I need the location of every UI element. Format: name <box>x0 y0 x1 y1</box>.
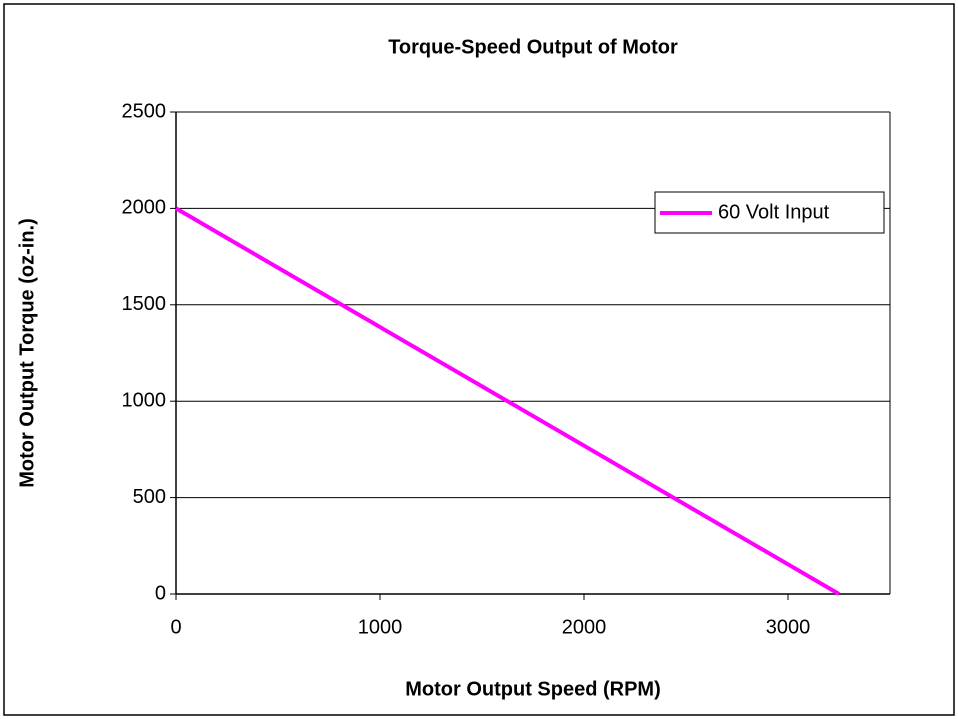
legend-label: 60 Volt Input <box>718 201 830 223</box>
y-tick-label: 1000 <box>122 389 167 411</box>
y-tick-label: 0 <box>155 582 166 604</box>
x-tick-label: 0 <box>170 616 181 638</box>
data-line <box>174 206 841 596</box>
x-tick-label: 2000 <box>562 616 607 638</box>
y-tick-label: 1500 <box>122 293 167 315</box>
y-tick-label: 2500 <box>122 100 167 122</box>
x-tick-label: 3000 <box>766 616 811 638</box>
chart-title: Torque-Speed Output of Motor <box>388 36 678 58</box>
x-tick-label: 1000 <box>358 616 403 638</box>
chart-border <box>3 3 955 716</box>
y-tick-label: 2000 <box>122 197 167 219</box>
y-tick-label: 500 <box>133 486 166 508</box>
x-axis-label: Motor Output Speed (RPM) <box>405 678 661 700</box>
y-axis-label: Motor Output Torque (oz-in.) <box>16 218 38 488</box>
